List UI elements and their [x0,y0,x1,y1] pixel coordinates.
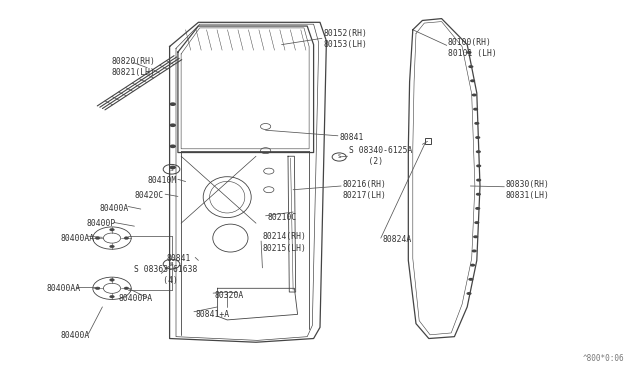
Text: 80216(RH)
80217(LH): 80216(RH) 80217(LH) [342,180,387,200]
Text: 80152(RH)
80153(LH): 80152(RH) 80153(LH) [323,29,367,49]
Circle shape [468,278,474,281]
Circle shape [467,292,472,295]
Circle shape [95,287,100,290]
Text: 80841: 80841 [166,254,191,263]
Circle shape [474,221,479,224]
Text: ^800*0:06: ^800*0:06 [582,354,624,363]
Circle shape [109,245,115,248]
Text: 80830(RH)
80831(LH): 80830(RH) 80831(LH) [506,180,550,200]
Text: S: S [170,167,173,172]
Text: 80320A: 80320A [214,291,244,300]
Text: 80420C: 80420C [134,191,164,200]
Circle shape [473,235,478,238]
Circle shape [109,295,115,298]
Circle shape [468,65,474,68]
Text: 80400P: 80400P [86,219,116,228]
Text: 80841: 80841 [339,133,364,142]
Text: 80400AA: 80400AA [61,234,95,243]
Circle shape [475,207,480,210]
Text: 80400A: 80400A [99,204,129,213]
Circle shape [109,228,115,231]
Circle shape [124,237,129,240]
Text: S 08340-6125A
    (2): S 08340-6125A (2) [349,146,412,166]
Circle shape [467,51,472,54]
Text: 80400PA: 80400PA [118,294,152,303]
Text: S: S [337,154,341,160]
Circle shape [473,108,478,110]
Text: 80400A: 80400A [61,331,90,340]
Circle shape [470,79,475,82]
Text: 80841+A: 80841+A [195,310,229,319]
Circle shape [170,102,176,106]
Text: 80820(RH)
80821(LH): 80820(RH) 80821(LH) [112,57,156,77]
Circle shape [470,264,475,267]
Circle shape [476,179,481,182]
Circle shape [124,287,129,290]
Text: 80400AA: 80400AA [46,284,80,293]
Circle shape [472,93,477,96]
Circle shape [474,122,479,125]
Text: S 08363-61638
      (4): S 08363-61638 (4) [134,265,198,285]
Circle shape [95,237,100,240]
Text: 80210C: 80210C [268,213,297,222]
Circle shape [170,124,176,127]
Text: 80410M: 80410M [147,176,177,185]
Text: 80100(RH)
80101 (LH): 80100(RH) 80101 (LH) [448,38,497,58]
Circle shape [472,250,477,253]
Circle shape [476,150,481,153]
Text: S: S [170,262,173,267]
Circle shape [475,136,480,139]
Text: 80214(RH)
80215(LH): 80214(RH) 80215(LH) [262,232,307,253]
Circle shape [476,193,481,196]
Circle shape [170,166,176,169]
Circle shape [170,144,176,148]
Circle shape [109,279,115,281]
Circle shape [476,164,481,167]
Text: 80824A: 80824A [383,235,412,244]
